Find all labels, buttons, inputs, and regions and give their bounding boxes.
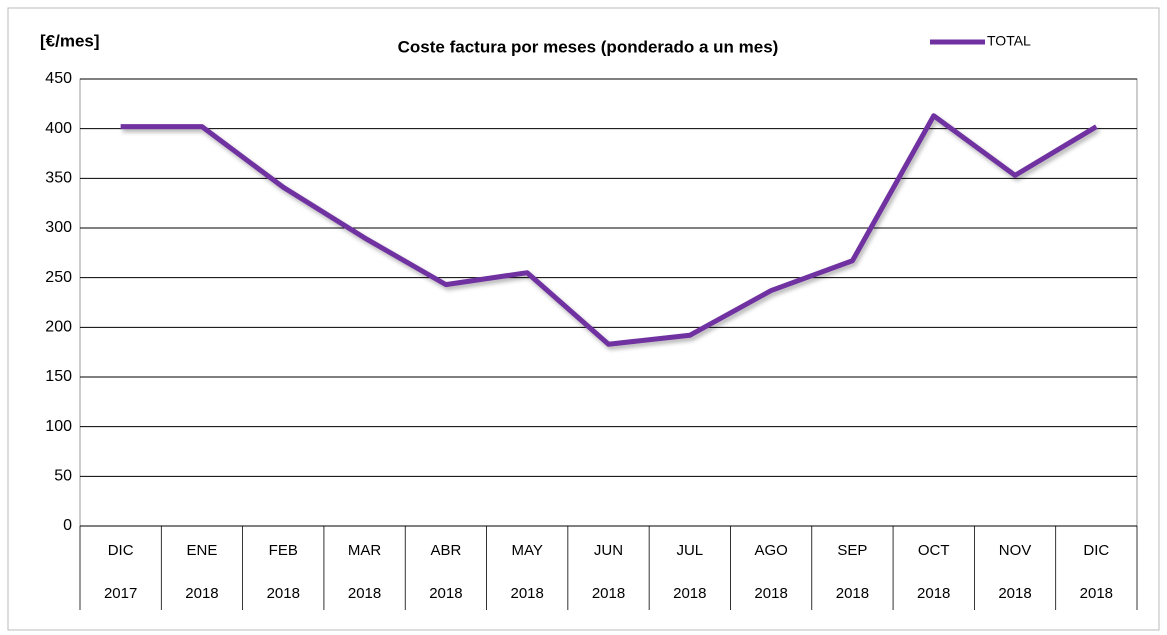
x-tick-label: 2018 [185, 585, 218, 602]
x-tick-label: JUL [676, 542, 703, 559]
x-tick-label: 2018 [592, 585, 625, 602]
chart-frame [7, 7, 1160, 631]
x-tick-label: 2018 [348, 585, 381, 602]
y-tick-label: 400 [45, 120, 72, 137]
x-tick-label: OCT [918, 542, 950, 559]
x-tick-label: 2018 [511, 585, 544, 602]
x-tick-label: AGO [754, 542, 787, 559]
x-tick-label: 2017 [104, 585, 137, 602]
x-tick-label: JUN [594, 542, 623, 559]
x-tick-label: FEB [269, 542, 298, 559]
x-tick-label: 2018 [673, 585, 706, 602]
x-tick-label: 2018 [836, 585, 869, 602]
x-tick-label: ENE [187, 542, 218, 559]
x-tick-label: DIC [108, 542, 134, 559]
data-line [120, 113, 1098, 347]
y-tick-label: 50 [54, 468, 72, 485]
y-tick-label: 250 [45, 269, 72, 286]
x-tick-label: ABR [430, 542, 461, 559]
x-tick-label: 2018 [1080, 585, 1113, 602]
chart-title: Coste factura por meses (ponderado a un … [398, 37, 779, 56]
x-tick-label: NOV [999, 542, 1032, 559]
x-tick-label: 2018 [267, 585, 300, 602]
x-tick-label: SEP [837, 542, 867, 559]
x-tick-label: MAY [511, 542, 542, 559]
y-tick-label: 100 [45, 418, 72, 435]
x-tick-label: 2018 [917, 585, 950, 602]
x-tick-label: 2018 [998, 585, 1031, 602]
x-tick-label: MAR [348, 542, 382, 559]
x-tick-label: 2018 [754, 585, 787, 602]
y-tick-label: 0 [63, 517, 72, 534]
x-tick-label: 2018 [429, 585, 462, 602]
y-tick-label: 350 [45, 170, 72, 187]
x-tick-label: DIC [1083, 542, 1109, 559]
legend-label: TOTAL [987, 33, 1031, 49]
y-tick-label: 300 [45, 219, 72, 236]
y-tick-label: 200 [45, 319, 72, 336]
y-tick-label: 150 [45, 368, 72, 385]
y-tick-label: 450 [45, 70, 72, 87]
y-axis-label: [€/mes] [40, 31, 100, 50]
